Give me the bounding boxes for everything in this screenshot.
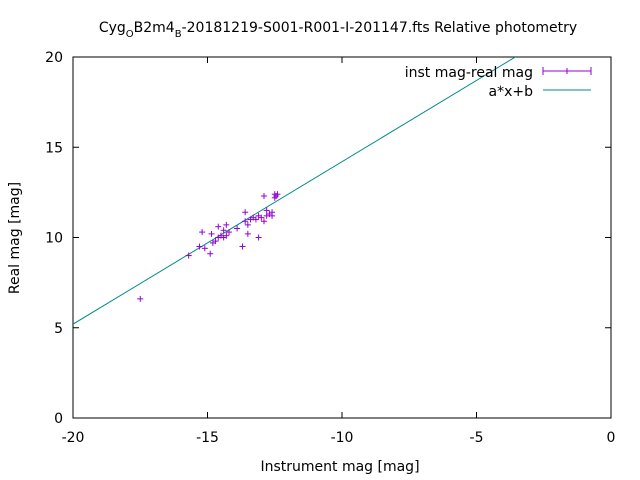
title-sub-2: B	[175, 29, 182, 40]
data-point	[274, 191, 281, 198]
data-point	[201, 245, 208, 252]
legend-label-points: inst mag-real mag	[405, 65, 533, 81]
data-point	[244, 230, 251, 237]
y-tick-label: 5	[54, 321, 63, 337]
data-point	[212, 238, 219, 245]
plot-frame	[72, 56, 612, 419]
data-point	[234, 225, 241, 232]
data-point	[239, 243, 246, 250]
data-point	[242, 209, 249, 216]
data-point	[223, 221, 230, 228]
y-tick-label: 15	[45, 140, 63, 156]
data-point	[252, 216, 259, 223]
data-point	[260, 192, 267, 199]
fit-line	[73, 57, 517, 325]
legend: inst mag-real mag a*x+b	[405, 65, 592, 100]
x-tick-label: -20	[62, 430, 85, 446]
y-axis-label: Real mag [mag]	[7, 182, 23, 294]
data-point	[137, 295, 144, 302]
chart-title: CygOB2m4B-20181219-S001-R001-I-201147.ft…	[99, 20, 577, 40]
title-sub-1: O	[126, 29, 134, 40]
data-point	[196, 243, 203, 250]
fit-line-series	[73, 57, 517, 325]
data-point	[242, 218, 249, 225]
title-middle: B2m4	[134, 20, 175, 36]
data-point	[263, 207, 270, 214]
y-axis: 0 5 10 15 20	[45, 50, 611, 427]
x-tick-label: 0	[607, 430, 616, 446]
title-prefix: Cyg	[99, 20, 126, 36]
data-point	[215, 223, 222, 230]
data-point	[208, 230, 215, 237]
x-tick-label: -10	[331, 430, 354, 446]
data-point	[226, 229, 233, 236]
legend-key-points	[542, 67, 592, 75]
data-point	[258, 214, 265, 221]
data-point	[220, 227, 227, 234]
x-axis: -20 -15 -10 -5 0	[62, 57, 616, 446]
legend-point-marker	[564, 68, 570, 74]
data-point	[207, 250, 214, 257]
data-point	[244, 221, 251, 228]
data-point	[199, 229, 206, 236]
data-point	[223, 232, 230, 239]
title-suffix: -20181219-S001-R001-I-201147.fts Relativ…	[182, 20, 578, 36]
legend-label-line: a*x+b	[489, 84, 534, 100]
x-tick-label: -15	[196, 430, 219, 446]
data-point	[185, 252, 192, 259]
data-point	[255, 234, 262, 241]
y-tick-label: 10	[45, 231, 63, 247]
y-tick-label: 0	[54, 411, 63, 427]
x-axis-label: Instrument mag [mag]	[260, 459, 419, 475]
y-tick-label: 20	[45, 50, 63, 66]
data-point	[260, 218, 267, 225]
data-point	[269, 212, 276, 219]
x-tick-label: -5	[470, 430, 484, 446]
data-points-series	[137, 191, 281, 302]
